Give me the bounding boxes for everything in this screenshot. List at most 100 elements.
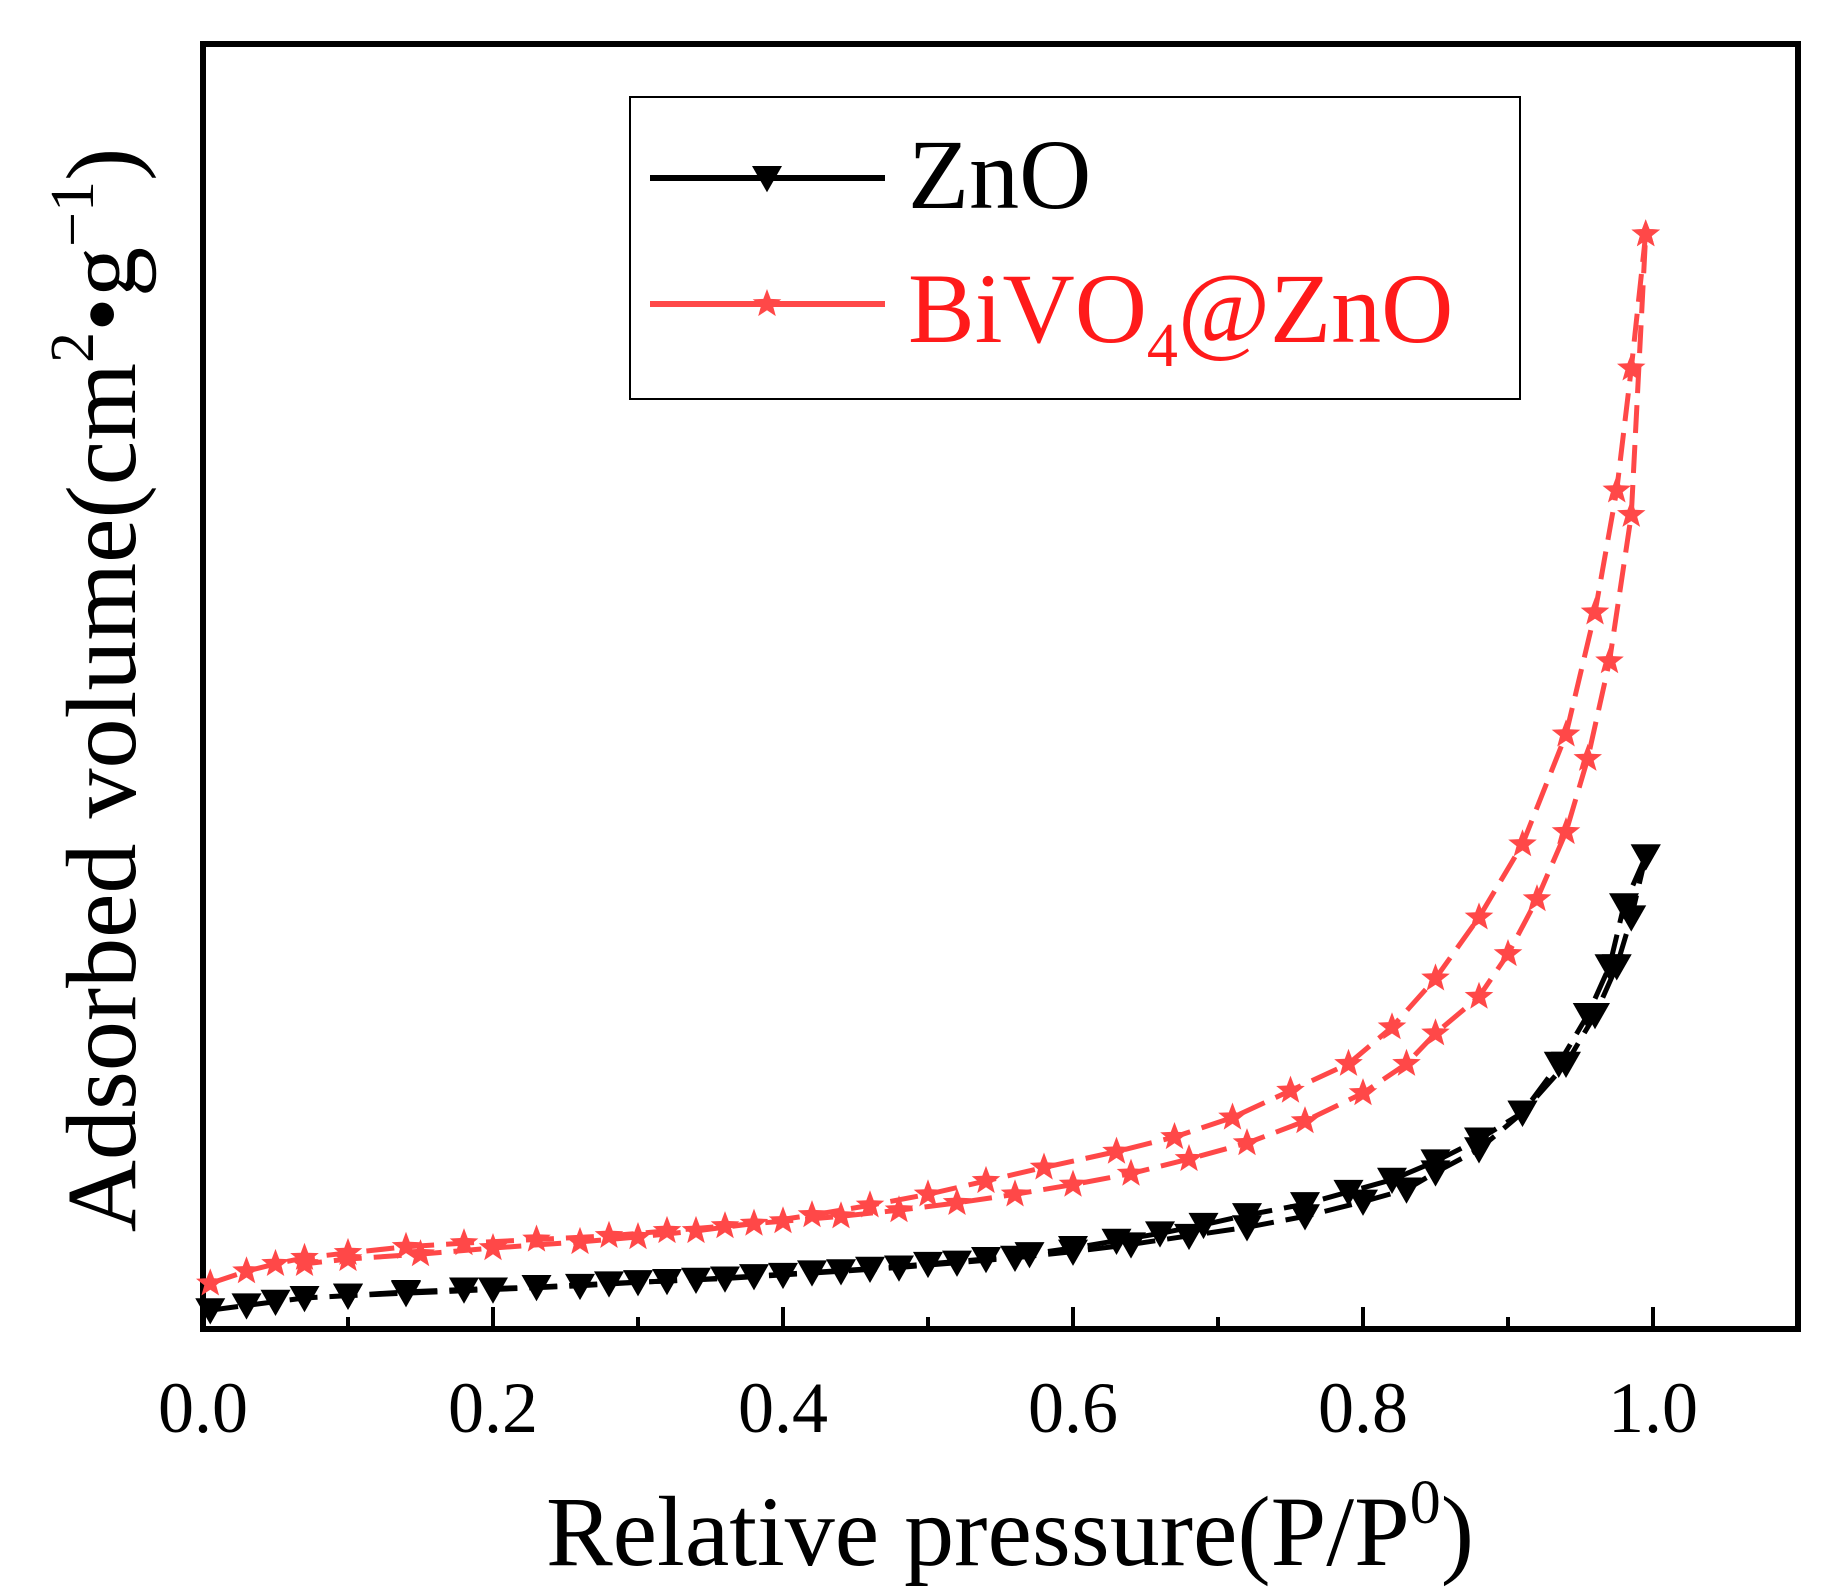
data-point-zno [913,1251,943,1279]
y-axis-label-tail: ) [46,148,157,181]
x-axis-label-tail: ) [1441,1476,1474,1587]
data-point-bivo4-zno [826,1201,856,1229]
data-point-zno [1232,1203,1262,1230]
data-point-bivo4-zno [333,1244,363,1272]
data-point-bivo4-zno [1377,1012,1407,1040]
data-point-bivo4-zno [565,1226,595,1255]
data-point-zno [594,1271,624,1298]
data-point-bivo4-zno [1464,902,1494,930]
plot-series [195,219,1661,1325]
x-axis-label-main: Relative pressure(P/P [546,1476,1410,1587]
data-point-bivo4-zno [1116,1158,1146,1186]
x-tick-label: 0.8 [1318,1368,1408,1448]
data-point-bivo4-zno [681,1215,711,1244]
data-point-bivo4-zno [1421,1018,1450,1046]
data-point-zno [739,1264,769,1291]
data-point-zno [942,1250,972,1277]
data-point-zno [797,1260,827,1287]
data-point-bivo4-zno [1595,646,1624,674]
data-point-bivo4-zno [884,1195,914,1223]
data-point-bivo4-zno [1631,219,1660,247]
data-point-zno [1630,844,1661,871]
data-point-zno [1420,1149,1451,1176]
data-point-bivo4-zno [1508,829,1537,857]
data-point-bivo4-zno [1348,1078,1378,1106]
data-point-zno [1551,1051,1581,1079]
data-point-bivo4-zno [1029,1152,1059,1180]
data-point-zno [681,1267,711,1294]
legend-label-bivo4-sub: 4 [1147,312,1178,380]
data-point-bivo4-zno [1580,597,1610,625]
data-point-zno [710,1266,740,1293]
x-axis-ticks [201,1307,1800,1329]
data-point-bivo4-zno [1522,884,1552,912]
data-point-zno [1507,1100,1538,1127]
data-point-bivo4-zno [1218,1102,1247,1130]
data-point-bivo4-zno [522,1224,551,1252]
data-point-bivo4-zno [1617,499,1646,527]
data-point-bivo4-zno [1334,1048,1363,1076]
y-axis-label: Adsorbed volume(cm2•g−1) [39,148,157,1233]
data-point-bivo4-zno [710,1211,740,1239]
y-axis-label-sup2: −1 [39,181,107,247]
data-point-bivo4-zno [971,1165,1001,1194]
data-point-bivo4-zno [942,1187,972,1215]
legend-box [629,96,1521,400]
data-point-zno [1391,1177,1422,1204]
y-axis-label-sup1: 2 [39,332,107,363]
data-point-zno [333,1283,363,1310]
data-point-bivo4-zno [232,1256,261,1284]
data-point-zno [565,1273,595,1301]
y-axis-label-pre: Adsorbed volume(cm [46,363,157,1232]
series-bivo4-zno [196,219,1660,1296]
data-point-bivo4-zno [594,1220,624,1248]
x-tick-label: 1.0 [1608,1368,1698,1448]
data-point-zno [971,1247,1001,1274]
data-point-zno [1601,954,1632,981]
data-point-bivo4-zno [1493,939,1523,967]
data-point-bivo4-zno [449,1228,479,1256]
data-point-zno [1616,905,1647,932]
x-tick-label: 0.2 [448,1368,538,1448]
data-point-bivo4-zno [652,1215,682,1244]
data-point-zno [1058,1236,1088,1263]
plot-frame [200,41,1801,1332]
data-point-zno [855,1256,885,1284]
data-point-bivo4-zno [391,1231,421,1259]
data-point-zno [1348,1189,1378,1216]
data-point-bivo4-zno [1058,1169,1088,1197]
data-point-bivo4-zno [406,1239,435,1267]
series-zno [195,844,1661,1325]
series-line-zno-adsorption [209,855,1648,1313]
legend-label-bivo4-tail: @ZnO [1178,253,1453,364]
data-point-zno [1333,1179,1364,1207]
y-axis-label-mid: •g [46,247,157,332]
data-point-zno [1188,1212,1219,1240]
x-axis-label: Relative pressure(P/P0) [546,1469,1474,1587]
data-point-bivo4-zno [1602,475,1631,503]
series-line-zno-desorption [347,855,1649,1299]
data-point-bivo4-zno [1160,1122,1189,1150]
data-point-zno [195,1298,226,1325]
data-point-bivo4-zno [261,1248,290,1276]
data-point-zno [289,1286,320,1313]
data-point-zno [231,1293,262,1320]
data-point-zno [826,1259,856,1286]
data-point-bivo4-zno [290,1248,319,1276]
data-point-bivo4-zno [478,1233,508,1261]
legend-marker-bivo4-zno [752,289,782,317]
x-tick-label: 0.4 [738,1368,828,1448]
data-point-bivo4-zno [1617,353,1646,381]
data-point-bivo4-zno [1276,1075,1305,1103]
data-point-bivo4-zno [1232,1128,1262,1156]
data-point-zno [391,1281,421,1308]
data-point-zno [478,1277,508,1304]
data-point-bivo4-zno [1573,743,1602,771]
series-line-bivo4-zno-desorption [304,233,1649,1267]
legend-label-zno: ZnO [908,119,1091,230]
data-point-bivo4-zno [913,1179,943,1207]
x-tick-label: 0.6 [1028,1368,1118,1448]
data-point-bivo4-zno [739,1208,769,1236]
data-point-zno [623,1270,653,1297]
